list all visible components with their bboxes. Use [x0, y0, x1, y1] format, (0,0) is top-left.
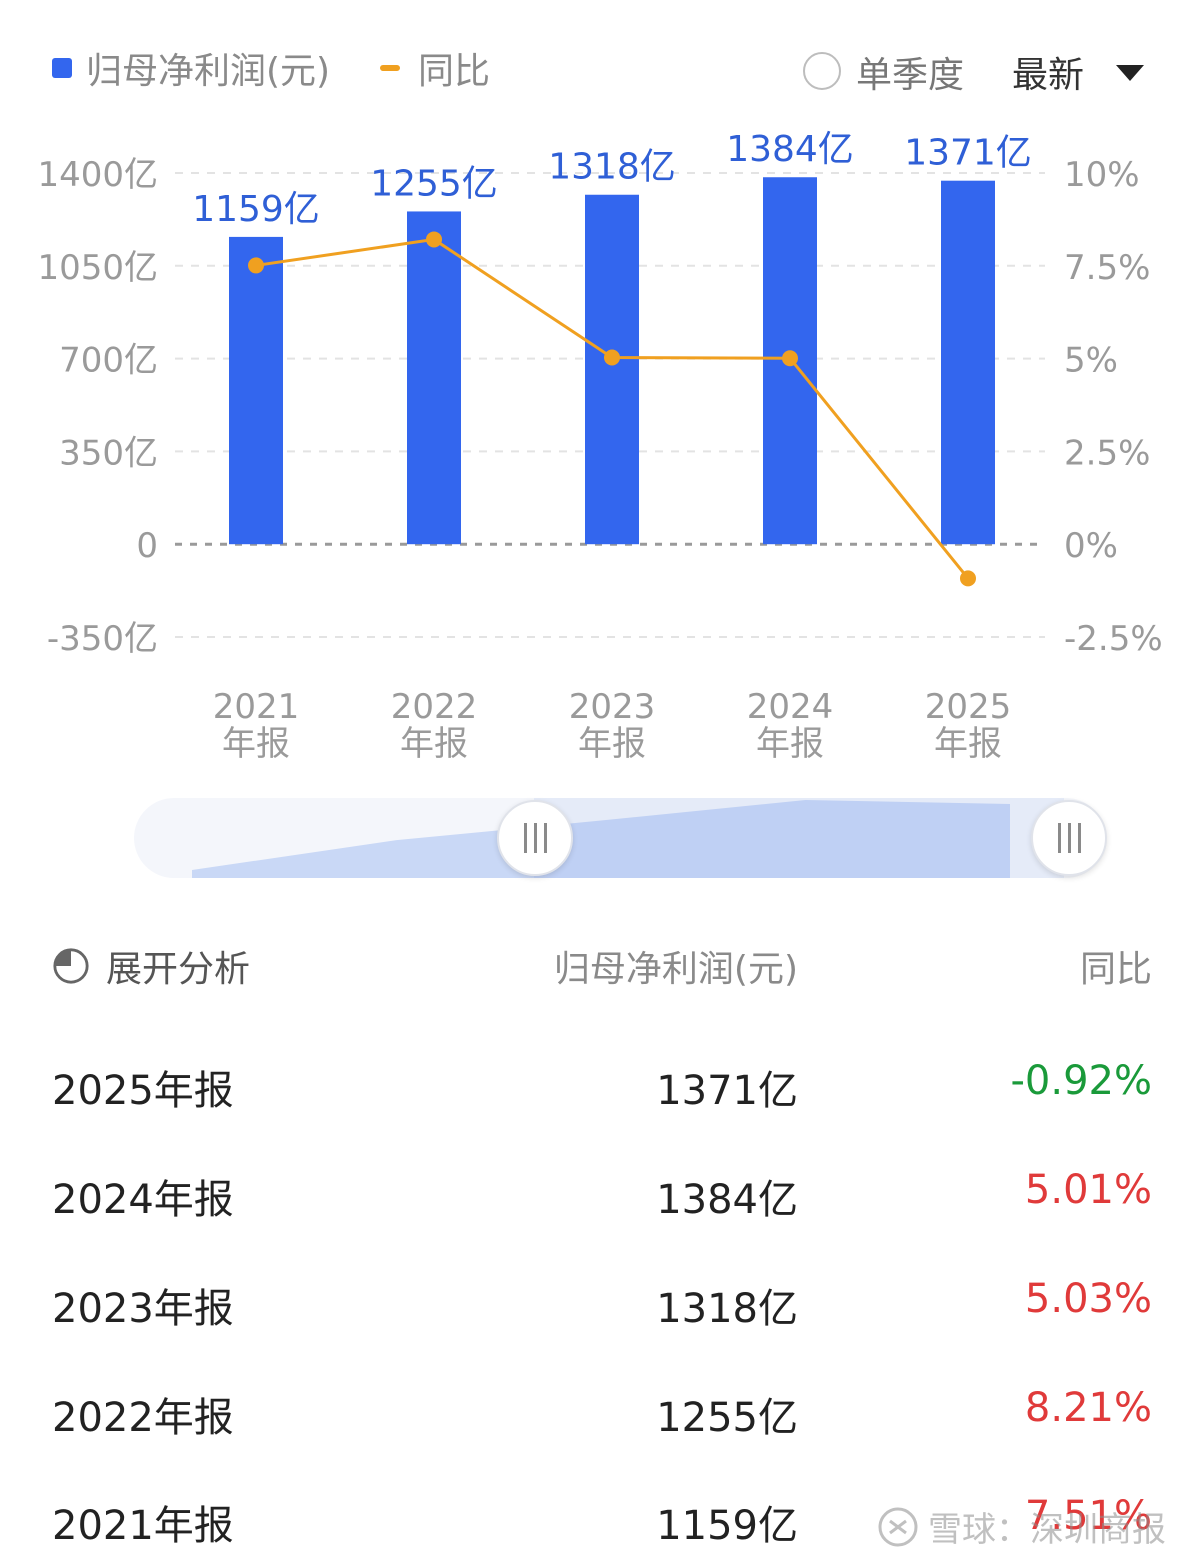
x-axis-tick-label: 2024 年报	[747, 687, 834, 764]
left-axis-tick-label: 0	[136, 526, 158, 566]
grip-icon	[1057, 823, 1081, 853]
scroller-selected-range	[534, 798, 1064, 878]
table-header: 展开分析 归母净利润(元) 同比	[0, 940, 1200, 1000]
range-end-handle[interactable]	[1031, 800, 1107, 876]
yoy-point	[782, 350, 798, 367]
expand-analysis-button[interactable]: 展开分析	[52, 940, 250, 992]
x-axis-tick-label: 2025 年报	[925, 687, 1012, 764]
x-axis-tick-label: 2023 年报	[569, 687, 656, 764]
watermark: 雪球：深圳商报	[876, 1502, 1166, 1551]
row-yoy: 5.01%	[1024, 1167, 1152, 1213]
right-axis-tick-label: 2.5%	[1064, 433, 1150, 473]
yoy-point	[248, 257, 264, 274]
bar	[585, 194, 639, 545]
row-yoy: 7.51%	[1024, 1493, 1152, 1539]
bar	[941, 180, 995, 545]
bar-value-label: 1318亿	[548, 147, 676, 188]
table-row[interactable]: 2021年报 1159亿 7.51%	[0, 1481, 1200, 1561]
row-period: 2022年报	[52, 1395, 234, 1441]
quarterly-label[interactable]: 单季度	[856, 55, 965, 96]
row-value: 1318亿	[656, 1286, 798, 1332]
legend-bar-swatch	[52, 58, 72, 78]
row-period: 2025年报	[52, 1068, 234, 1114]
legend-item-net-profit[interactable]: 归母净利润(元)	[52, 42, 330, 94]
legend-line-swatch	[380, 65, 400, 71]
net-profit-chart: 1400亿 1050亿 700亿 350亿 0 -350亿 10% 7.5% 5% 2.5% 0% -…	[37, 129, 1163, 764]
row-yoy: 8.21%	[1024, 1385, 1152, 1431]
quarterly-radio[interactable]	[803, 52, 841, 90]
x-axis-tick-label: 2022 年报	[391, 687, 478, 764]
legend-yoy-label: 同比	[418, 51, 491, 92]
row-period: 2021年报	[52, 1503, 234, 1549]
range-start-handle[interactable]	[497, 800, 573, 876]
bar-value-label: 1384亿	[726, 129, 854, 170]
row-value: 1384亿	[656, 1177, 798, 1223]
column-header-yoy: 同比	[1079, 949, 1152, 990]
table-row[interactable]: 2023年报 1318亿 5.03%	[0, 1264, 1200, 1344]
yoy-point	[426, 231, 442, 248]
right-axis-tick-label: -2.5%	[1064, 619, 1163, 659]
pie-chart-icon	[53, 948, 89, 984]
row-value: 1159亿	[656, 1503, 798, 1549]
scroller-preview-area	[192, 800, 1010, 878]
table-row[interactable]: 2022年报 1255亿 8.21%	[0, 1373, 1200, 1453]
left-axis-tick-label: -350亿	[47, 619, 158, 659]
table-row[interactable]: 2024年报 1384亿 5.01%	[0, 1155, 1200, 1235]
row-period: 2024年报	[52, 1177, 234, 1223]
period-dropdown-value: 最新	[1012, 55, 1085, 96]
snowball-logo-icon	[878, 1507, 918, 1546]
row-value: 1371亿	[656, 1068, 798, 1114]
row-period: 2023年报	[52, 1286, 234, 1332]
left-axis-tick-label: 700亿	[59, 341, 158, 381]
bar	[229, 236, 283, 545]
table-row[interactable]: 2025年报 1371亿 -0.92%	[0, 1046, 1200, 1126]
chart-header: 归母净利润(元) 同比 单季度 最新	[0, 0, 1200, 130]
right-axis-tick-label: 0%	[1064, 526, 1118, 566]
bar-value-label: 1255亿	[370, 163, 498, 204]
left-axis-tick-label: 350亿	[59, 433, 158, 473]
watermark-text: 雪球：深圳商报	[928, 1510, 1166, 1550]
column-header-net-profit: 归母净利润(元)	[553, 949, 798, 990]
left-axis-tick-label: 1400亿	[37, 155, 158, 195]
bar	[407, 211, 461, 545]
x-axis-tick-label: 2021 年报	[213, 687, 300, 764]
expand-analysis-label: 展开分析	[106, 949, 251, 990]
legend-net-profit-label: 归母净利润(元)	[86, 51, 331, 92]
right-axis-tick-label: 7.5%	[1064, 248, 1150, 288]
grip-icon	[523, 823, 547, 853]
bar-value-label: 1371亿	[904, 133, 1032, 174]
left-axis-tick-label: 1050亿	[37, 248, 158, 288]
caret-down-icon	[1116, 65, 1145, 81]
period-dropdown[interactable]: 最新	[1012, 46, 1145, 98]
legend-item-yoy[interactable]: 同比	[380, 42, 490, 94]
range-scroller-preview	[192, 798, 1064, 878]
row-value: 1255亿	[656, 1395, 798, 1441]
bar-value-label: 1159亿	[192, 189, 320, 230]
right-axis-tick-label: 10%	[1064, 155, 1140, 195]
row-yoy: 5.03%	[1024, 1276, 1152, 1322]
yoy-point	[604, 349, 620, 366]
right-axis-tick-label: 5%	[1064, 341, 1118, 381]
row-yoy: -0.92%	[1010, 1058, 1152, 1104]
yoy-point	[960, 570, 976, 587]
